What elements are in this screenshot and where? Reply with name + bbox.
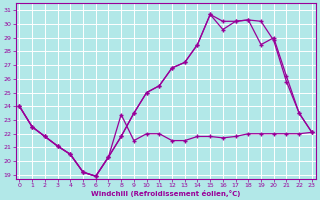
X-axis label: Windchill (Refroidissement éolien,°C): Windchill (Refroidissement éolien,°C) — [91, 190, 240, 197]
